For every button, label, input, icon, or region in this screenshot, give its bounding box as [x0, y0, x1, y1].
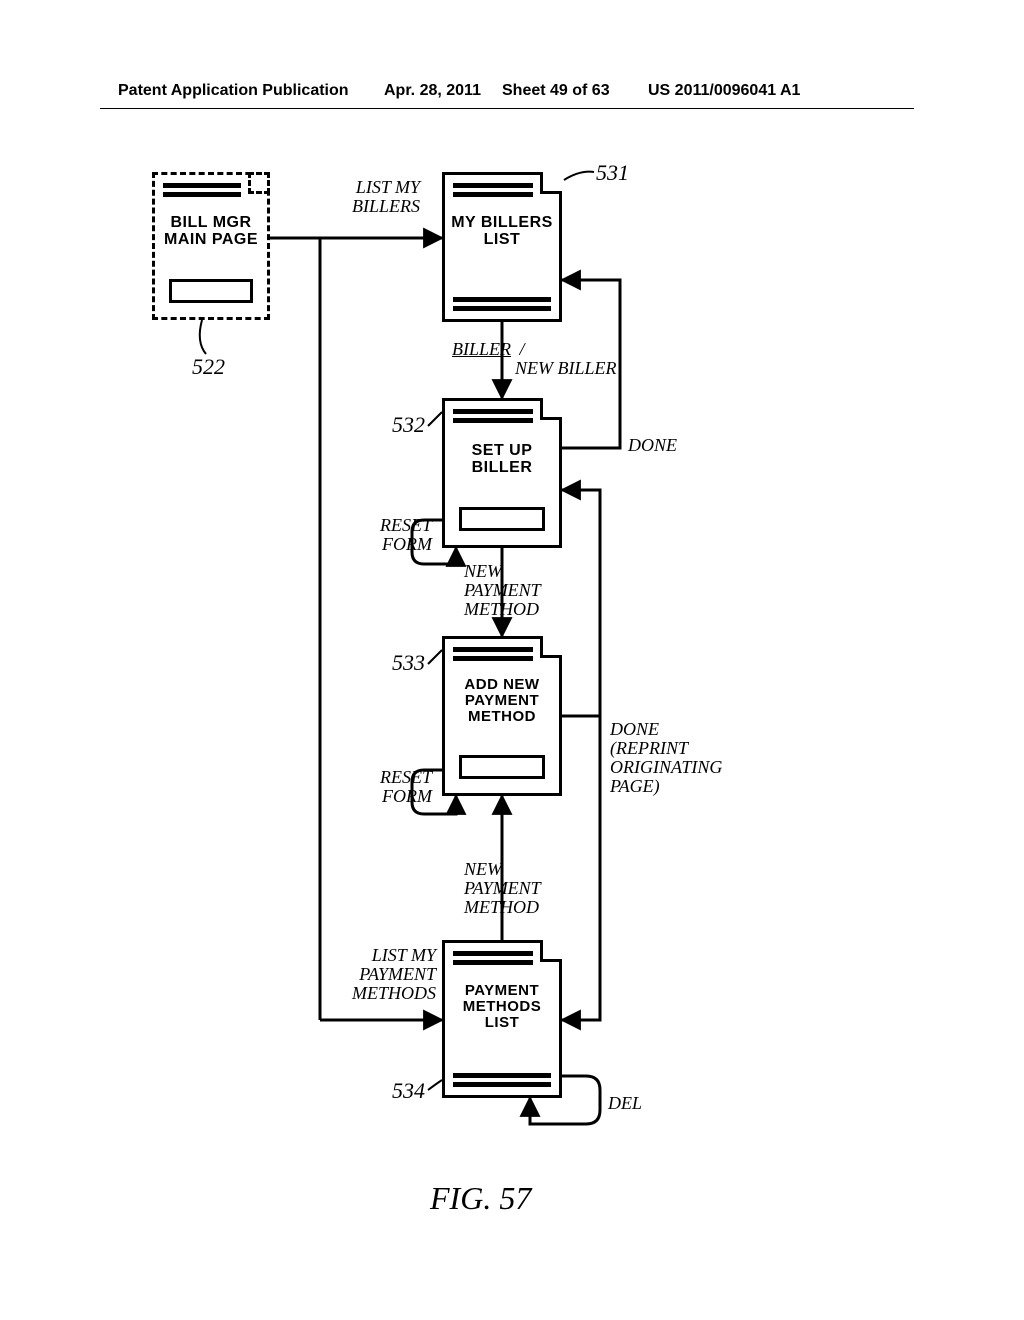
edge-label-biller: BILLER — [452, 340, 511, 359]
node-header-bars — [453, 647, 533, 661]
node-footer-bars — [453, 1073, 551, 1087]
node-header-bars — [453, 409, 533, 423]
header-rule — [100, 108, 914, 109]
node-bill-mgr-main-page: BILL MGR MAIN PAGE — [152, 172, 270, 320]
dogear-icon — [540, 940, 562, 962]
edge-label-new-payment-1: NEW PAYMENT METHOD — [464, 562, 541, 619]
edge-label-reset-form-2: RESET FORM — [380, 768, 432, 806]
edge-label-del: DEL — [608, 1094, 642, 1113]
header-pubno: US 2011/0096041 A1 — [648, 82, 800, 100]
header-publication: Patent Application Publication — [118, 82, 349, 100]
node-title: MY BILLERS LIST — [451, 215, 553, 249]
dogear-icon — [248, 172, 270, 194]
ref-534: 534 — [392, 1078, 425, 1104]
node-add-new-payment-method: ADD NEW PAYMENT METHOD — [442, 636, 562, 796]
header-date: Apr. 28, 2011 — [384, 82, 481, 100]
node-title: BILL MGR MAIN PAGE — [161, 215, 261, 249]
figure-number: FIG. 57 — [430, 1180, 531, 1217]
form-box — [459, 755, 545, 779]
node-payment-methods-list: PAYMENT METHODS LIST — [442, 940, 562, 1098]
diagram-stage: Patent Application Publication Apr. 28, … — [0, 0, 1024, 1320]
node-footer-bars — [453, 297, 551, 311]
ref-533: 533 — [392, 650, 425, 676]
ref-531: 531 — [596, 160, 629, 186]
node-header-bars — [453, 951, 533, 965]
dogear-icon — [540, 172, 562, 194]
edge-label-new-biller: / NEW BILLER — [515, 340, 617, 378]
node-set-up-biller: SET UP BILLER — [442, 398, 562, 548]
header-sheet: Sheet 49 of 63 — [502, 82, 610, 100]
node-header-bars — [453, 183, 533, 197]
dogear-icon — [540, 636, 562, 658]
form-box — [459, 507, 545, 531]
edge-label-list-my-payment-methods: LIST MY PAYMENT METHODS — [352, 946, 436, 1003]
ref-532: 532 — [392, 412, 425, 438]
edge-label-list-my-billers: LIST MY BILLERS — [352, 178, 420, 216]
edge-label-reset-form-1: RESET FORM — [380, 516, 432, 554]
node-title: SET UP BILLER — [451, 443, 553, 477]
form-box — [169, 279, 253, 303]
edge-label-done-2: DONE (REPRINT ORIGINATING PAGE) — [610, 720, 722, 796]
dogear-icon — [540, 398, 562, 420]
node-my-billers-list: MY BILLERS LIST — [442, 172, 562, 322]
ref-522: 522 — [192, 354, 225, 380]
edge-label-new-payment-2: NEW PAYMENT METHOD — [464, 860, 541, 917]
node-title: PAYMENT METHODS LIST — [451, 983, 553, 1030]
node-header-bars — [163, 183, 241, 197]
node-title: ADD NEW PAYMENT METHOD — [451, 677, 553, 724]
edge-label-done-1: DONE — [628, 436, 677, 455]
